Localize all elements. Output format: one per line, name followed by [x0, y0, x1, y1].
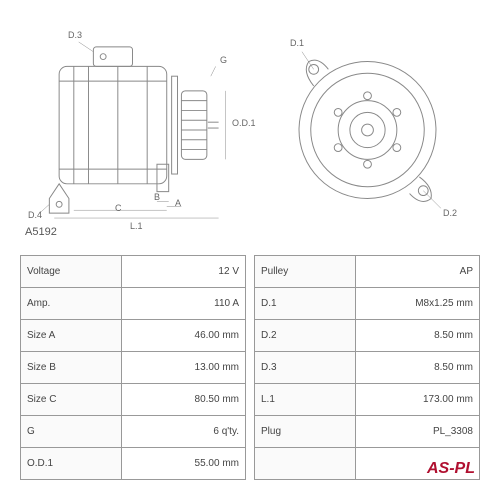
side-view: D.3 D.4 G O.D.1 B A C L.1 A5192	[20, 20, 245, 240]
brand-logo: AS-PL	[427, 460, 475, 478]
spec-value: 12 V	[122, 256, 246, 288]
table-row: PulleyAP	[255, 256, 480, 288]
label-a: A	[175, 198, 181, 208]
spec-label: Pulley	[255, 256, 356, 288]
spec-label: Size B	[21, 352, 122, 384]
table-row: D.1M8x1.25 mm	[255, 288, 480, 320]
spec-value: 46.00 mm	[122, 320, 246, 352]
spec-label	[255, 448, 356, 480]
label-c: C	[115, 203, 122, 213]
spec-value: 173.00 mm	[356, 384, 480, 416]
spec-label: Size C	[21, 384, 122, 416]
spec-label: Amp.	[21, 288, 122, 320]
spec-value: 6 q'ty.	[122, 416, 246, 448]
spec-value: 13.00 mm	[122, 352, 246, 384]
spec-label: Size A	[21, 320, 122, 352]
spec-value: 110 A	[122, 288, 246, 320]
spec-label: Plug	[255, 416, 356, 448]
drawings-area: D.3 D.4 G O.D.1 B A C L.1 A5192	[20, 20, 480, 240]
part-number: A5192	[25, 226, 57, 238]
spec-label: D.3	[255, 352, 356, 384]
table-row: L.1173.00 mm	[255, 384, 480, 416]
table-row: PlugPL_3308	[255, 416, 480, 448]
spec-label: L.1	[255, 384, 356, 416]
label-l1: L.1	[130, 221, 143, 231]
spec-value: 8.50 mm	[356, 352, 480, 384]
spec-value: 80.50 mm	[122, 384, 246, 416]
table-row: Size A46.00 mm	[21, 320, 246, 352]
table-row: O.D.155.00 mm	[21, 448, 246, 480]
spec-table-right: PulleyAPD.1M8x1.25 mmD.28.50 mmD.38.50 m…	[254, 255, 480, 480]
label-b: B	[154, 192, 160, 202]
label-g: G	[220, 55, 227, 65]
spec-value: M8x1.25 mm	[356, 288, 480, 320]
table-row: Size C80.50 mm	[21, 384, 246, 416]
spec-table-left: Voltage12 VAmp.110 ASize A46.00 mmSize B…	[20, 255, 246, 480]
label-d3: D.3	[68, 30, 82, 40]
front-view: D.1 D.2	[255, 20, 480, 240]
label-d2: D.2	[443, 208, 457, 218]
label-od1: O.D.1	[232, 118, 256, 128]
table-row: D.38.50 mm	[255, 352, 480, 384]
table-row: G6 q'ty.	[21, 416, 246, 448]
table-row: Amp.110 A	[21, 288, 246, 320]
table-row: D.28.50 mm	[255, 320, 480, 352]
spec-label: Voltage	[21, 256, 122, 288]
spec-value: 55.00 mm	[122, 448, 246, 480]
table-row: Size B13.00 mm	[21, 352, 246, 384]
table-row: Voltage12 V	[21, 256, 246, 288]
label-d1: D.1	[290, 38, 304, 48]
spec-tables: Voltage12 VAmp.110 ASize A46.00 mmSize B…	[20, 255, 480, 480]
spec-value: PL_3308	[356, 416, 480, 448]
spec-label: D.2	[255, 320, 356, 352]
spec-label: D.1	[255, 288, 356, 320]
spec-label: G	[21, 416, 122, 448]
spec-label: O.D.1	[21, 448, 122, 480]
spec-value: AP	[356, 256, 480, 288]
label-d4: D.4	[28, 210, 42, 220]
spec-value: 8.50 mm	[356, 320, 480, 352]
